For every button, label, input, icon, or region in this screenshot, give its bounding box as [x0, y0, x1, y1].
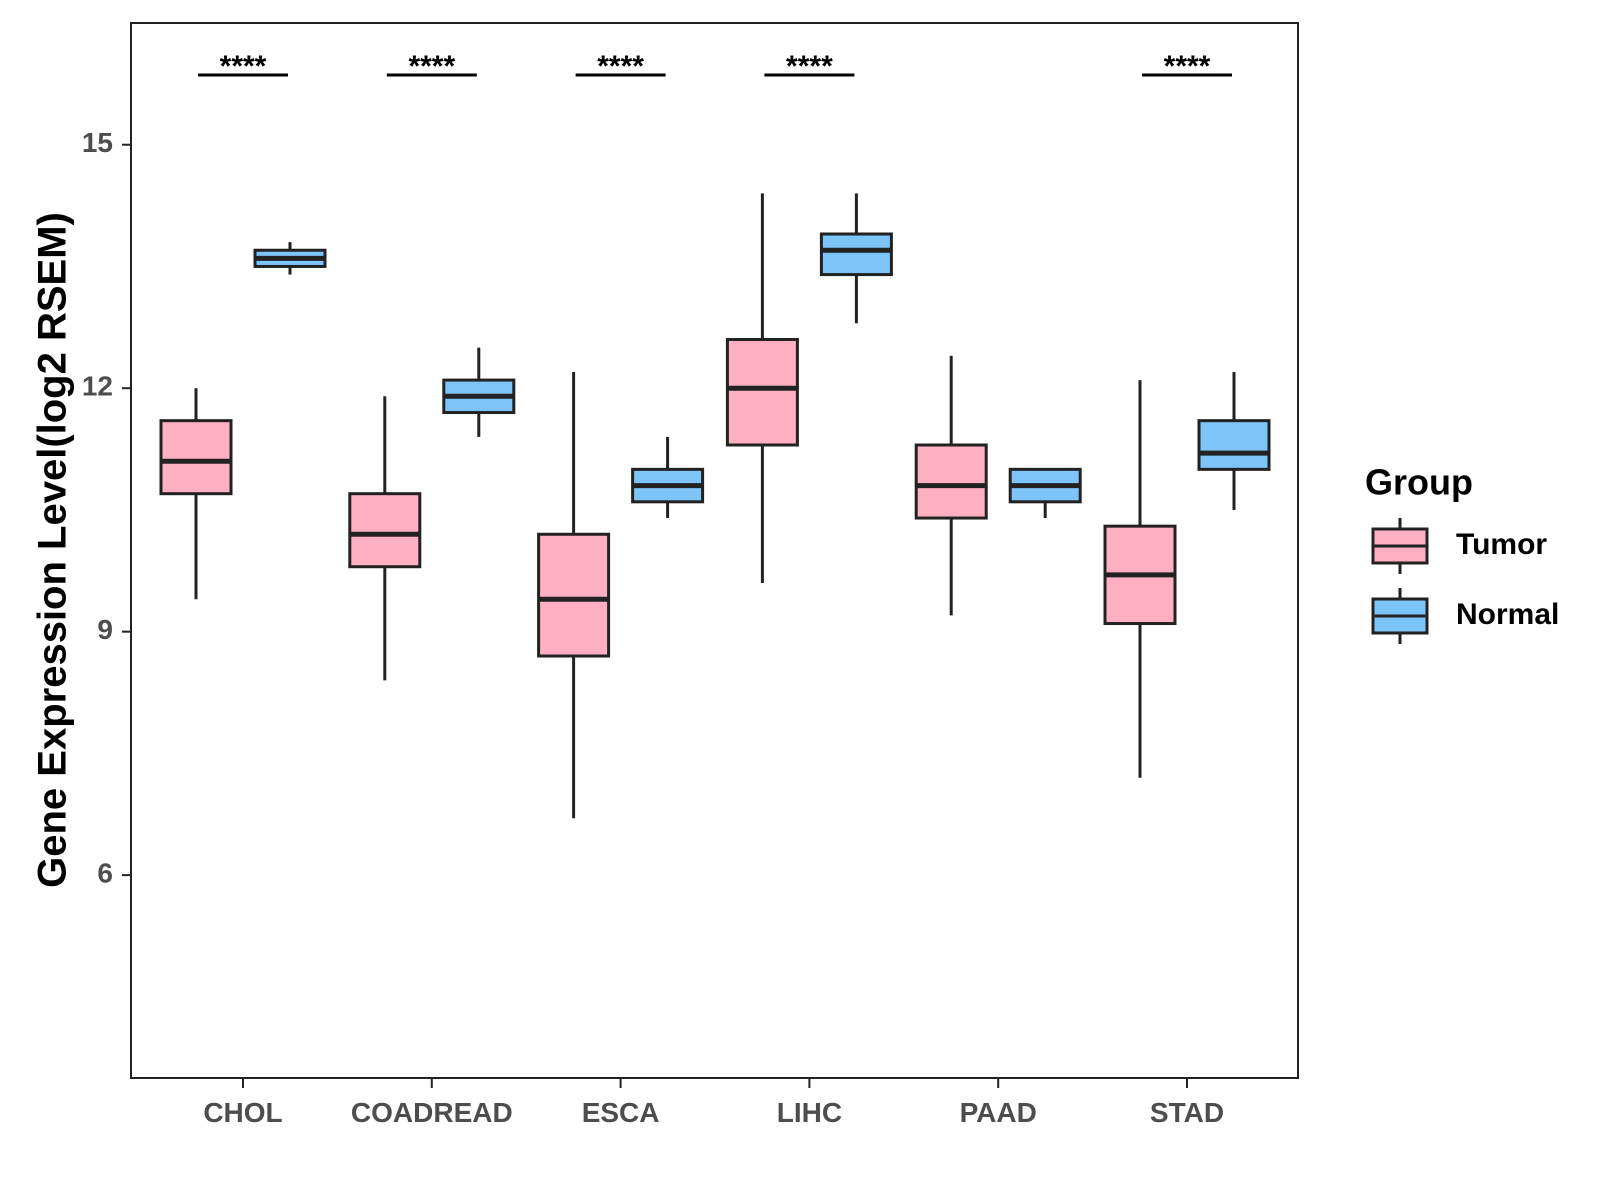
significance-label: **** [1164, 50, 1211, 83]
box-normal-esca [631, 436, 705, 519]
legend-key-normal [1371, 588, 1429, 644]
y-tick-label: 15 [82, 127, 113, 158]
legend-title: Group [1365, 462, 1473, 503]
box-normal-paad [1008, 467, 1082, 519]
x-tick-label: PAAD [960, 1097, 1037, 1128]
x-tick-label: LIHC [777, 1097, 842, 1128]
x-axis: CHOL COADREAD ESCA LIHC PAAD STAD [203, 1078, 1224, 1128]
box-body [1197, 419, 1271, 471]
x-tick-label: CHOL [203, 1097, 282, 1128]
box-body [537, 532, 611, 658]
box-normal-lihc [819, 193, 893, 324]
box-tumor-lihc [725, 193, 799, 583]
box-body [348, 492, 422, 569]
significance-annotations: **** **** **** **** **** [198, 50, 1232, 83]
box-normal-stad [1197, 371, 1271, 510]
box-body [914, 443, 988, 520]
series-tumor [159, 193, 1177, 819]
series-normal [253, 193, 1271, 519]
y-axis-label: Gene Expression Level(log2 RSEM) [31, 212, 75, 888]
box-body [819, 232, 893, 277]
legend-label-tumor: Tumor [1456, 528, 1547, 561]
significance-label: **** [786, 50, 833, 83]
y-tick-label: 6 [97, 858, 113, 889]
significance-label: **** [220, 50, 267, 83]
y-axis: 6 9 12 15 [82, 127, 131, 889]
significance-label: **** [597, 50, 644, 83]
box-normal-chol [253, 242, 327, 275]
legend-key-tumor [1371, 518, 1429, 574]
box-tumor-paad [914, 355, 988, 616]
box-tumor-coadread [348, 396, 422, 681]
box-series [159, 193, 1271, 819]
box-tumor-esca [537, 371, 611, 819]
x-tick-label: STAD [1150, 1097, 1224, 1128]
legend: Group Tumor Normal [1365, 462, 1559, 644]
box-tumor-stad [1103, 380, 1177, 778]
box-body [725, 338, 799, 447]
x-tick-label: ESCA [582, 1097, 660, 1128]
x-tick-label: COADREAD [351, 1097, 513, 1128]
box-normal-coadread [442, 347, 516, 437]
legend-label-normal: Normal [1456, 598, 1559, 631]
box-tumor-chol [159, 388, 233, 600]
y-tick-label: 12 [82, 371, 113, 402]
box-body [159, 419, 233, 496]
significance-label: **** [408, 50, 455, 83]
y-tick-label: 9 [97, 614, 113, 645]
